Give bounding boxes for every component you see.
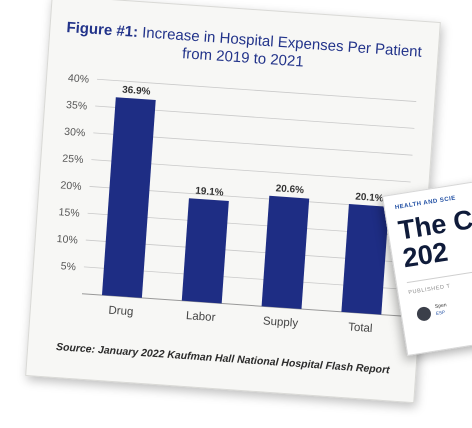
chart-card: Figure #1: Increase in Hospital Expenses…	[25, 0, 441, 404]
bar-labor	[181, 198, 229, 304]
bar-drug	[101, 97, 156, 298]
article-published: PUBLISHED T	[408, 283, 452, 297]
data-label: 20.6%	[275, 183, 304, 196]
y-tick-label: 35%	[66, 99, 88, 112]
category-label: Total	[348, 321, 373, 335]
data-label: 20.1%	[355, 191, 384, 204]
article-author-sub: ESP	[435, 309, 446, 316]
y-tick-label: 15%	[58, 206, 80, 219]
y-tick-label: 25%	[62, 153, 84, 166]
y-tick-label: 30%	[64, 126, 86, 139]
data-label: 36.9%	[122, 85, 151, 98]
bar-chart: 5% 10% 15% 20% 25% 30% 35% 40% 36.9% Drug 19.1% Lab…	[56, 72, 417, 335]
author-avatar	[414, 304, 434, 324]
y-tick-label: 40%	[68, 72, 90, 85]
category-label: Drug	[108, 305, 134, 319]
y-tick-label: 5%	[60, 260, 76, 273]
y-tick-label: 20%	[60, 179, 82, 192]
y-tick-label: 10%	[56, 233, 78, 246]
bar-total	[341, 204, 389, 315]
bar-supply	[261, 195, 310, 310]
article-author[interactable]: Spen	[434, 302, 448, 311]
chart-title-text: Increase in Hospital Expenses Per Patien…	[141, 24, 423, 71]
data-label: 19.1%	[195, 186, 224, 199]
gridline	[96, 78, 417, 102]
article-headline[interactable]: The C 202	[396, 204, 472, 274]
category-label: Supply	[263, 315, 299, 329]
category-label: Labor	[186, 310, 216, 324]
chart-title-prefix: Figure #1:	[65, 18, 139, 41]
